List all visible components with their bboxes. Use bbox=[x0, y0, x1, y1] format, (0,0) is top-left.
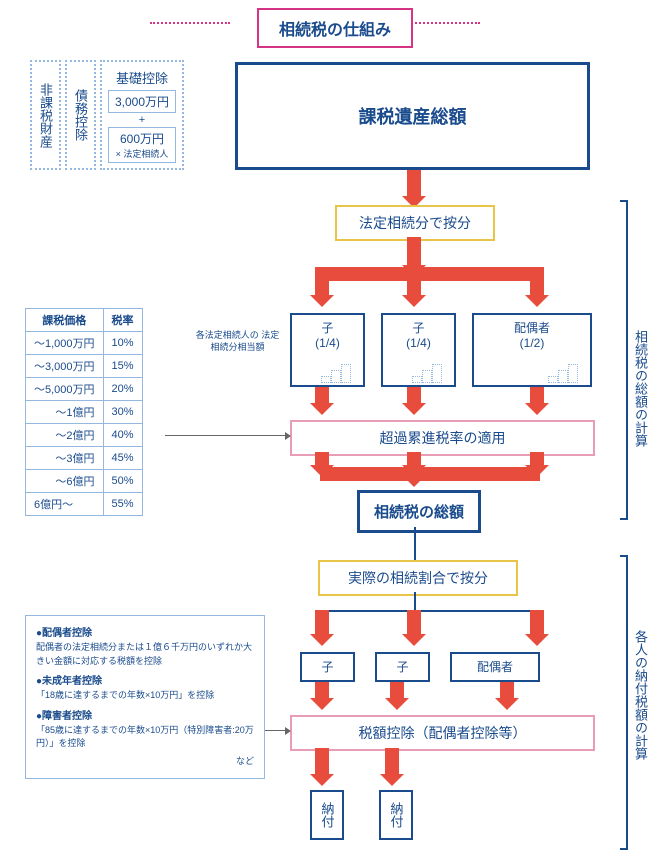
arrow bbox=[315, 452, 329, 467]
arrow bbox=[500, 682, 514, 700]
vlabel2: 各人の納付税額の計算 bbox=[631, 630, 650, 760]
arrow bbox=[407, 237, 421, 267]
arrow bbox=[315, 610, 329, 636]
arrow bbox=[530, 610, 544, 636]
arrow bbox=[315, 267, 329, 297]
deduction-notes: ●配偶者控除 配偶者の法定相続分または１億６千万円のいずれか大きい金額に対応する… bbox=[25, 615, 265, 779]
split bbox=[320, 267, 540, 281]
arrow bbox=[407, 467, 421, 477]
debt-box: 債務控除 bbox=[65, 60, 96, 170]
heir-row2: 子 子 配偶者 bbox=[300, 652, 540, 682]
nontax-box: 非課税財産 bbox=[30, 60, 61, 170]
arrow bbox=[315, 748, 329, 776]
arrow bbox=[530, 387, 544, 405]
step1: 法定相続分で按分 bbox=[335, 205, 495, 241]
heir-child1: 子(1/4) bbox=[290, 313, 365, 387]
arrow bbox=[385, 748, 399, 776]
step2: 実際の相続割合で按分 bbox=[318, 560, 518, 596]
arrow bbox=[530, 267, 544, 297]
vlabel1: 相続税の総額の計算 bbox=[631, 330, 650, 447]
basic-hd: 基礎控除 bbox=[108, 68, 176, 87]
amt1: 3,000万円 bbox=[108, 90, 176, 113]
heir-spouse: 配偶者(1/2) bbox=[472, 313, 592, 387]
bracket1 bbox=[620, 200, 628, 520]
arrow bbox=[315, 682, 329, 700]
progressive-tax: 超過累進税率の適用 bbox=[290, 420, 595, 456]
arrow bbox=[530, 452, 544, 467]
arrow bbox=[407, 387, 421, 405]
split bbox=[320, 610, 535, 612]
amt2: 600万円 × 法定相続人 bbox=[108, 127, 176, 163]
arrow bbox=[407, 267, 421, 297]
heir-row: 子(1/4) 子(1/4) 配偶者(1/2) bbox=[290, 313, 592, 387]
bracket2 bbox=[620, 555, 628, 850]
heir2-child2: 子 bbox=[375, 652, 430, 682]
split bbox=[320, 467, 540, 481]
arrow bbox=[407, 610, 421, 636]
heir2-child1: 子 bbox=[300, 652, 355, 682]
arrow bbox=[315, 387, 329, 405]
pay2: 納付 bbox=[379, 790, 413, 840]
arrow-link bbox=[165, 435, 285, 436]
tax-deduction: 税額控除（配偶者控除等） bbox=[290, 715, 595, 751]
connector bbox=[414, 527, 416, 560]
heir-child2: 子(1/4) bbox=[381, 313, 456, 387]
tax-rate-table: 課税価格税率 ～1,000万円10% ～3,000万円15% ～5,000万円2… bbox=[25, 308, 143, 516]
total-tax: 相続税の総額 bbox=[357, 490, 481, 533]
heir-note: 各法定相続人の 法定相続分相当額 bbox=[195, 330, 280, 353]
heir2-spouse: 配偶者 bbox=[450, 652, 540, 682]
basic-deduction: 基礎控除 3,000万円 + 600万円 × 法定相続人 bbox=[100, 60, 184, 170]
arrow bbox=[407, 452, 421, 467]
arrow bbox=[390, 682, 404, 700]
pay-row: 納付 納付 bbox=[310, 790, 413, 840]
title: 相続税の仕組み bbox=[257, 8, 413, 48]
pay1: 納付 bbox=[310, 790, 344, 840]
arrow-link bbox=[265, 730, 285, 731]
plus: + bbox=[108, 114, 176, 126]
connector bbox=[414, 592, 416, 610]
top-row: 非課税財産 債務控除 基礎控除 3,000万円 + 600万円 × 法定相続人 bbox=[30, 60, 184, 170]
arrow bbox=[407, 170, 421, 198]
taxable-estate: 課税遺産総額 bbox=[235, 62, 590, 170]
